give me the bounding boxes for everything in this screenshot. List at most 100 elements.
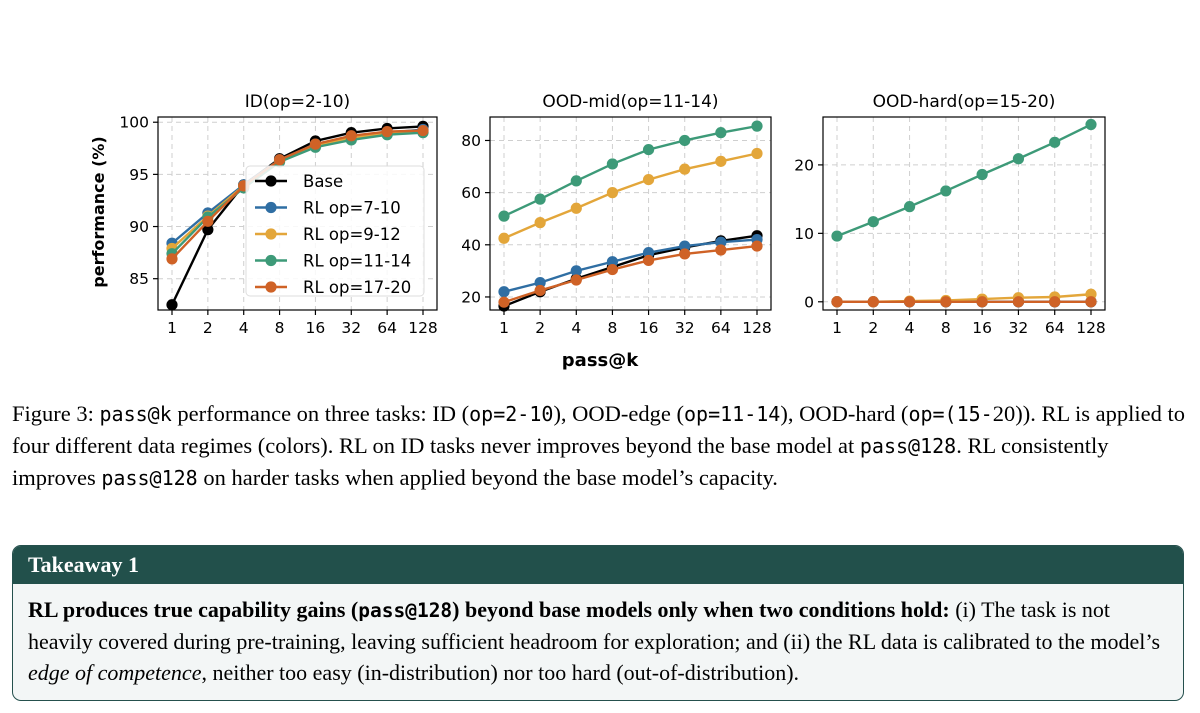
data-point <box>534 277 546 289</box>
x-tick-label: 128 <box>1076 319 1106 337</box>
caption-text-4: 20)). RL is applied to four different da… <box>12 401 1185 458</box>
x-tick-label: 2 <box>868 319 878 337</box>
data-point <box>1085 296 1097 308</box>
y-tick-label: 10 <box>794 225 814 243</box>
data-point <box>309 138 322 150</box>
takeaway-title: Takeaway 1 <box>13 546 1183 584</box>
legend-marker <box>265 175 277 187</box>
x-tick-label: 16 <box>639 319 659 337</box>
data-point <box>903 201 916 213</box>
caption-text-5: . RL consistently improves <box>12 433 1109 490</box>
y-tick-label: 20 <box>794 156 814 174</box>
y-tick-label: 0 <box>804 293 814 311</box>
y-tick-label: 100 <box>119 114 149 132</box>
takeaway-text-1: (i) The task is not heavily covered duri… <box>28 597 1161 654</box>
data-point <box>1049 296 1061 308</box>
x-tick-label: 2 <box>203 319 213 337</box>
panel-id: 1 2 4 8 16 32 64 128 85 90 95 100 ID(op=2-10) Base RL … <box>119 92 437 337</box>
data-point <box>498 210 510 222</box>
data-point <box>417 124 429 137</box>
chart-title: ID(op=2-10) <box>245 92 350 112</box>
data-point <box>642 254 655 267</box>
series-line <box>836 123 1092 238</box>
caption-code-passk: pass@k <box>99 402 172 426</box>
legend-label: RL op=11-14 <box>303 252 411 271</box>
data-point <box>976 168 988 181</box>
x-tick-label: 32 <box>1009 319 1029 337</box>
legend-label: RL op=17-20 <box>303 278 411 297</box>
caption-text-2: ), OOD-edge ( <box>553 401 685 426</box>
data-point <box>1012 153 1025 165</box>
data-point <box>679 240 691 252</box>
data-point <box>570 175 582 187</box>
takeaway-italic: edge of competence <box>28 660 202 685</box>
y-tick-label: 90 <box>129 218 149 236</box>
data-point <box>940 296 952 308</box>
data-point <box>751 120 763 132</box>
data-point <box>498 232 510 244</box>
chart-title: OOD-mid(op=11-14) <box>542 92 718 112</box>
legend-label: RL op=7-10 <box>303 199 401 218</box>
caption-text-3: ), OOD-hard ( <box>780 401 909 426</box>
caption-code-op1: op=2-10 <box>469 402 554 426</box>
caption-code-pass128-a: pass@128 <box>859 434 957 458</box>
x-tick-label: 64 <box>711 319 731 337</box>
legend-box <box>245 165 425 297</box>
x-tick-label: 4 <box>239 319 249 337</box>
legend-marker <box>265 201 277 214</box>
data-point <box>642 247 655 259</box>
series-line <box>503 244 758 304</box>
data-point <box>642 173 655 186</box>
data-point <box>166 299 178 311</box>
data-point <box>715 127 727 139</box>
x-tick-label: 64 <box>1045 319 1065 337</box>
x-tick-label: 16 <box>306 319 326 337</box>
caption-code-op3: op=(15- <box>908 402 993 426</box>
data-point <box>1085 118 1097 131</box>
y-tick-label: 95 <box>129 166 149 184</box>
data-point <box>679 248 691 260</box>
y-tick-label: 60 <box>461 184 481 202</box>
data-point <box>345 130 357 142</box>
x-tick-label: 32 <box>675 319 695 337</box>
data-point <box>498 296 510 308</box>
caption-code-op2: op=11-14 <box>684 402 781 426</box>
data-point <box>606 256 619 268</box>
legend-marker <box>265 254 277 267</box>
data-point <box>1012 296 1025 308</box>
caption-code-pass128-b: pass@128 <box>101 466 198 490</box>
legend-marker <box>265 228 277 240</box>
takeaway-bold-2: ) beyond base models only when two condi… <box>452 597 950 622</box>
data-point <box>715 155 727 167</box>
takeaway-text-2: , neither too easy (in-distribution) nor… <box>201 660 800 685</box>
data-point <box>570 274 582 286</box>
y-tick-label: 20 <box>461 288 481 306</box>
x-tick-label: 4 <box>905 319 915 337</box>
x-tick-label: 4 <box>571 319 581 337</box>
data-point <box>606 263 619 276</box>
figure-panels: performance (%) pass@k 1 2 4 8 16 32 64 1288590… <box>89 92 1106 371</box>
data-point <box>534 284 546 297</box>
series-line <box>503 238 758 293</box>
data-point <box>498 286 510 298</box>
legend-marker <box>265 281 277 293</box>
data-point <box>679 163 691 175</box>
data-point <box>940 185 952 197</box>
x-tick-label: 1 <box>832 319 842 337</box>
chart-title: OOD-hard(op=15-20) <box>873 92 1056 112</box>
plot-frame <box>822 116 1106 311</box>
x-tick-label: 2 <box>535 319 545 337</box>
legend-label: Base <box>303 172 343 191</box>
takeaway-box: Takeaway 1 RL produces true capability g… <box>12 545 1184 701</box>
series-line <box>170 125 424 306</box>
data-point <box>1049 136 1061 148</box>
data-point <box>570 202 582 214</box>
data-point <box>751 147 763 160</box>
data-point <box>202 224 214 236</box>
data-point <box>715 244 727 256</box>
data-point <box>831 296 843 308</box>
data-point <box>679 134 691 147</box>
x-tick-label: 8 <box>275 319 285 337</box>
data-point <box>273 154 286 166</box>
takeaway-bold-1: RL produces true capability gains ( <box>28 597 359 622</box>
